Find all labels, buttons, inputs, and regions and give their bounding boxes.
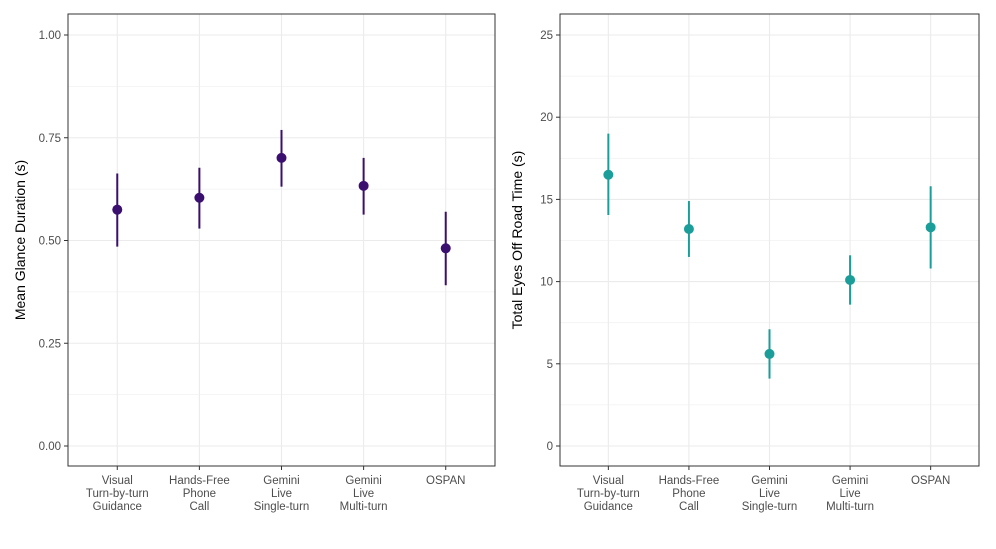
data-point <box>276 152 287 163</box>
y-tick-label: 0 <box>547 441 553 453</box>
data-point <box>112 204 123 215</box>
y-tick-label: 0.75 <box>39 133 61 145</box>
panel-border <box>67 13 496 467</box>
panel-2: 0 5 10 15 20 25 Visual Turn-by-turn Guidance Hand… <box>509 13 980 513</box>
data-point <box>440 243 451 254</box>
panel-1: 0.00 0.25 0.50 0.75 1.00 Visual Turn-by-turn Gu… <box>12 13 496 513</box>
x-tick-label: Visual Turn-by-turn Guidance <box>86 475 149 513</box>
data-point <box>194 192 205 203</box>
data-point <box>683 223 694 234</box>
x-tick-label: OSPAN <box>426 475 465 487</box>
data-point <box>603 169 614 180</box>
x-tick-label: Gemini Live Multi-turn <box>340 475 388 513</box>
x-tick-label: OSPAN <box>911 475 950 487</box>
y-tick-label: 1.00 <box>39 30 61 42</box>
x-tick-label: Gemini Live Multi-turn <box>826 475 874 513</box>
x-tick-label: Gemini Live Single-turn <box>254 475 310 513</box>
y-tick-label: 25 <box>540 30 553 42</box>
y-tick-label: 5 <box>547 359 553 371</box>
y-axis-label: Mean Glance Duration (s) <box>12 160 28 320</box>
y-tick-label: 0.50 <box>39 236 61 248</box>
data-point <box>845 274 856 285</box>
y-tick-label: 20 <box>540 112 553 124</box>
y-tick-label: 0.25 <box>39 338 61 350</box>
x-tick-label: Visual Turn-by-turn Guidance <box>577 475 640 513</box>
x-tick-label: Hands-Free Phone Call <box>659 475 720 513</box>
y-tick-label: 10 <box>540 277 553 289</box>
panel-border <box>559 13 980 467</box>
y-axis-label: Total Eyes Off Road Time (s) <box>509 151 525 330</box>
y-tick-label: 0.00 <box>39 441 61 453</box>
data-point <box>925 222 936 233</box>
data-point <box>764 348 775 359</box>
y-tick-label: 15 <box>540 194 553 206</box>
x-tick-label: Gemini Live Single-turn <box>742 475 798 513</box>
x-tick-label: Hands-Free Phone Call <box>169 475 230 513</box>
data-point <box>358 180 369 191</box>
